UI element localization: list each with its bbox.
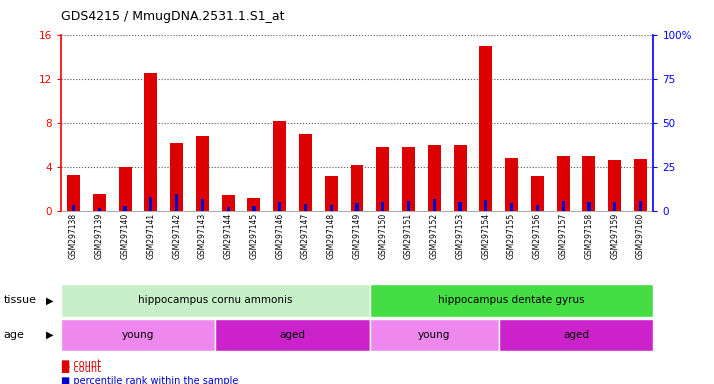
Bar [608,161,621,211]
Text: ■ count: ■ count [61,359,101,369]
Bar [458,202,462,211]
Bar [196,136,208,211]
Bar [93,194,106,211]
Bar [376,147,389,211]
Text: ▶: ▶ [46,295,54,306]
Bar [252,206,256,211]
Bar [72,205,75,211]
Bar [216,319,370,351]
Bar [144,73,157,211]
Bar [381,202,384,211]
Bar [639,202,642,211]
Text: ■ percentile rank within the sample: ■ percentile rank within the sample [61,376,238,384]
Bar [453,145,466,211]
Bar [505,158,518,211]
Text: young: young [418,330,451,340]
Bar [588,202,590,211]
Bar [561,202,565,211]
Text: hippocampus dentate gyrus: hippocampus dentate gyrus [438,295,585,306]
Bar [351,165,363,211]
Text: ▶: ▶ [46,330,54,340]
Bar [433,199,436,211]
Bar [330,205,333,211]
Bar [557,156,570,211]
Text: ■ count: ■ count [61,364,101,374]
Text: hippocampus cornu ammonis: hippocampus cornu ammonis [138,295,293,306]
Bar [248,198,261,211]
Bar [613,202,616,211]
Bar [119,167,131,211]
Bar [498,319,653,351]
Bar [634,159,647,211]
Text: young: young [122,330,154,340]
Bar [510,203,513,211]
Bar [273,121,286,211]
Bar [370,284,653,317]
Bar [484,200,488,211]
Bar [479,46,492,211]
Bar [124,206,126,211]
Bar [170,143,183,211]
Bar [61,319,216,351]
Bar [325,176,338,211]
Text: aged: aged [280,330,306,340]
Text: aged: aged [563,330,589,340]
Bar [370,319,498,351]
Bar [304,204,307,211]
Bar [278,202,281,211]
Bar [583,156,595,211]
Bar [531,176,544,211]
Bar [407,200,410,211]
Bar [98,208,101,211]
Bar [226,207,230,211]
Bar [222,195,235,211]
Bar [149,197,153,211]
Text: tissue: tissue [4,295,36,306]
Bar [175,194,178,211]
Bar [299,134,312,211]
Bar [536,205,539,211]
Bar [67,175,80,211]
Bar [428,145,441,211]
Bar [356,203,358,211]
Text: GDS4215 / MmugDNA.2531.1.S1_at: GDS4215 / MmugDNA.2531.1.S1_at [61,10,284,23]
Text: age: age [4,330,24,340]
Bar [402,147,415,211]
Bar [201,199,204,211]
Bar [61,284,370,317]
